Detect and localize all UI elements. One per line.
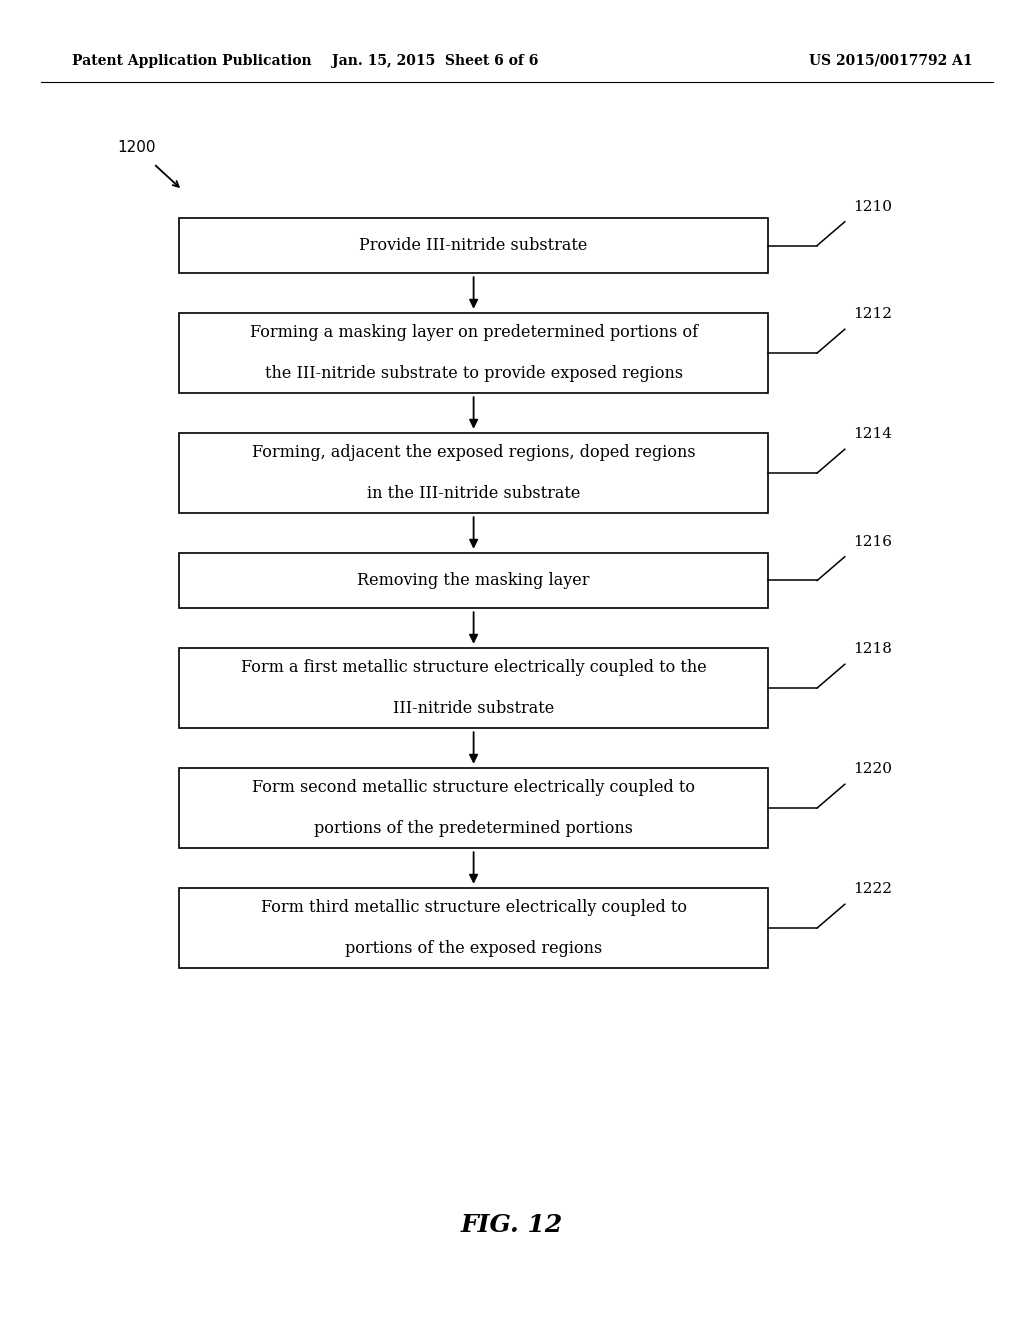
- FancyBboxPatch shape: [179, 218, 768, 273]
- Text: III-nitride substrate: III-nitride substrate: [393, 701, 554, 717]
- Text: portions of the exposed regions: portions of the exposed regions: [345, 940, 602, 957]
- FancyBboxPatch shape: [179, 553, 768, 609]
- Text: Patent Application Publication: Patent Application Publication: [72, 54, 311, 67]
- Text: 1200: 1200: [118, 140, 157, 156]
- Text: 1222: 1222: [853, 882, 892, 896]
- FancyBboxPatch shape: [179, 313, 768, 393]
- Text: Forming, adjacent the exposed regions, doped regions: Forming, adjacent the exposed regions, d…: [252, 444, 695, 461]
- Text: 1212: 1212: [853, 308, 892, 321]
- Text: Forming a masking layer on predetermined portions of: Forming a masking layer on predetermined…: [250, 323, 697, 341]
- Text: Form a first metallic structure electrically coupled to the: Form a first metallic structure electric…: [241, 659, 707, 676]
- Text: in the III-nitride substrate: in the III-nitride substrate: [367, 486, 581, 503]
- Text: US 2015/0017792 A1: US 2015/0017792 A1: [809, 54, 973, 67]
- Text: 1216: 1216: [853, 535, 892, 549]
- FancyBboxPatch shape: [179, 768, 768, 847]
- Text: Removing the masking layer: Removing the masking layer: [357, 572, 590, 589]
- Text: 1218: 1218: [853, 643, 892, 656]
- FancyBboxPatch shape: [179, 648, 768, 729]
- FancyBboxPatch shape: [179, 888, 768, 968]
- Text: Form second metallic structure electrically coupled to: Form second metallic structure electrica…: [252, 779, 695, 796]
- Text: Jan. 15, 2015  Sheet 6 of 6: Jan. 15, 2015 Sheet 6 of 6: [332, 54, 539, 67]
- Text: 1220: 1220: [853, 763, 892, 776]
- Text: portions of the predetermined portions: portions of the predetermined portions: [314, 820, 633, 837]
- FancyBboxPatch shape: [179, 433, 768, 513]
- Text: FIG. 12: FIG. 12: [461, 1213, 563, 1237]
- Text: 1210: 1210: [853, 199, 892, 214]
- Text: Provide III-nitride substrate: Provide III-nitride substrate: [359, 238, 588, 253]
- Text: 1214: 1214: [853, 428, 892, 441]
- Text: Form third metallic structure electrically coupled to: Form third metallic structure electrical…: [260, 899, 687, 916]
- Text: the III-nitride substrate to provide exposed regions: the III-nitride substrate to provide exp…: [264, 366, 683, 383]
